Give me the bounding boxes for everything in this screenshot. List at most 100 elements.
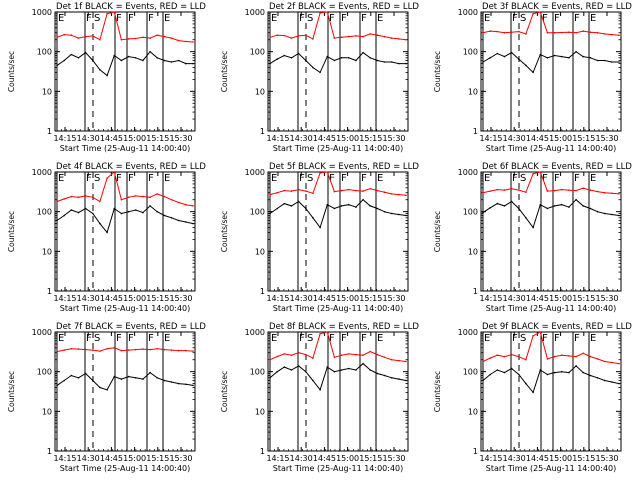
- event-rate-point: [390, 212, 393, 215]
- marker-label: F: [128, 13, 134, 24]
- lld-rate-point: [553, 189, 556, 192]
- y-axis-label: Counts/sec: [7, 51, 16, 92]
- y-tick-label: 1: [260, 127, 265, 136]
- event-rate-series: [269, 51, 406, 74]
- lld-rate-point: [398, 38, 400, 40]
- lld-rate-point: [142, 348, 144, 350]
- y-tick-label: 1: [473, 287, 478, 296]
- event-rate-point: [333, 370, 336, 373]
- event-rate-point: [99, 222, 101, 225]
- lld-rate-point: [525, 358, 527, 361]
- x-tick-label: 15:15: [146, 294, 169, 303]
- event-rate-point: [618, 382, 620, 385]
- lld-rate-point: [568, 189, 570, 191]
- marker-label: F: [574, 173, 580, 184]
- event-rate-point: [276, 58, 279, 60]
- event-rate-point: [589, 207, 592, 210]
- event-rate-point: [56, 219, 58, 222]
- lld-rate-point: [532, 13, 534, 15]
- event-rate-point: [290, 57, 293, 59]
- lld-rate-point: [333, 190, 336, 193]
- event-rate-point: [312, 66, 314, 69]
- marker-label: E: [164, 333, 170, 344]
- y-tick-label: 100: [250, 208, 265, 217]
- lld-rate-point: [106, 177, 108, 179]
- lld-rate-point: [589, 31, 592, 33]
- event-rate-point: [489, 57, 492, 59]
- lld-rate-point: [525, 191, 527, 193]
- event-rate-point: [539, 53, 542, 56]
- y-tick-label: 10: [255, 407, 265, 416]
- lld-rate-point: [63, 33, 65, 36]
- lld-rate-point: [99, 350, 101, 352]
- lld-rate-point: [163, 35, 166, 38]
- lld-rate-point: [163, 195, 166, 198]
- lld-rate-point: [482, 191, 484, 194]
- event-rate-point: [134, 209, 137, 211]
- x-tick-label: 15:30: [382, 134, 405, 143]
- x-tick-label: 15:15: [572, 454, 595, 463]
- lld-rate-point: [582, 352, 584, 355]
- lld-rate-point: [340, 36, 343, 39]
- lld-rate-point: [398, 359, 400, 362]
- event-rate-point: [283, 366, 286, 368]
- x-tick-label: 15:15: [572, 294, 595, 303]
- lld-rate-point: [170, 198, 173, 201]
- x-tick-label: 15:30: [595, 294, 618, 303]
- marker-label: F: [299, 13, 305, 24]
- lld-rate-point: [170, 37, 173, 39]
- lld-rate-point: [185, 203, 187, 206]
- event-rate-series: [56, 205, 194, 234]
- event-rate-point: [482, 211, 484, 214]
- event-rate-point: [582, 371, 584, 374]
- lld-rate-point: [113, 171, 116, 173]
- event-rate-point: [582, 55, 584, 58]
- y-tick-label: 1: [473, 127, 478, 136]
- event-rate-point: [482, 379, 484, 382]
- lld-rate-point: [510, 187, 513, 190]
- lld-rate-point: [113, 11, 116, 13]
- x-tick-label: 15:30: [382, 454, 405, 463]
- event-rate-point: [603, 379, 606, 382]
- lld-rate-point: [539, 11, 542, 13]
- y-tick-label: 10: [255, 247, 265, 256]
- x-axis-label: Start Time (25-Aug-11 14:00:40): [273, 144, 404, 153]
- lld-rate-point: [518, 355, 520, 358]
- event-rate-point: [192, 222, 194, 225]
- event-rate-point: [553, 371, 556, 374]
- lld-rate-point: [156, 34, 158, 36]
- lld-rate-point: [575, 31, 577, 34]
- event-rate-point: [120, 378, 123, 380]
- marker-label: F: [542, 173, 548, 184]
- lld-rate-point: [134, 195, 137, 197]
- lld-rate-point: [120, 349, 123, 352]
- event-rate-point: [156, 57, 158, 59]
- marker-label: E: [271, 13, 277, 24]
- panel-1: Det 1f BLACK = Events, RED = LLD 1 10 100 10…: [7, 2, 206, 153]
- x-tick-label: 14:15: [53, 294, 76, 303]
- lld-rate-point: [120, 198, 123, 201]
- event-rate-point: [192, 384, 194, 387]
- event-rate-point: [127, 210, 130, 213]
- y-tick-label: 100: [37, 208, 52, 217]
- y-tick-label: 100: [463, 368, 478, 377]
- event-rate-point: [596, 59, 599, 62]
- y-tick-label: 10: [42, 247, 52, 256]
- y-tick-label: 1: [47, 127, 52, 136]
- y-tick-label: 10: [255, 87, 265, 96]
- event-rate-point: [185, 383, 187, 386]
- event-rate-point: [525, 64, 527, 67]
- lld-rate-point: [312, 38, 314, 40]
- x-axis-label: Start Time (25-Aug-11 14:00:40): [60, 304, 191, 313]
- event-rate-point: [518, 373, 520, 376]
- event-rate-point: [70, 209, 73, 211]
- event-rate-point: [355, 369, 357, 371]
- event-rate-series: [56, 50, 193, 77]
- event-rate-point: [611, 213, 613, 216]
- x-tick-label: 14:30: [77, 454, 100, 463]
- lld-rate-point: [120, 38, 123, 41]
- event-rate-point: [77, 57, 80, 59]
- x-axis-label: Start Time (25-Aug-11 14:00:40): [486, 144, 617, 153]
- lld-rate-point: [568, 31, 570, 33]
- lld-rate-point: [99, 38, 101, 41]
